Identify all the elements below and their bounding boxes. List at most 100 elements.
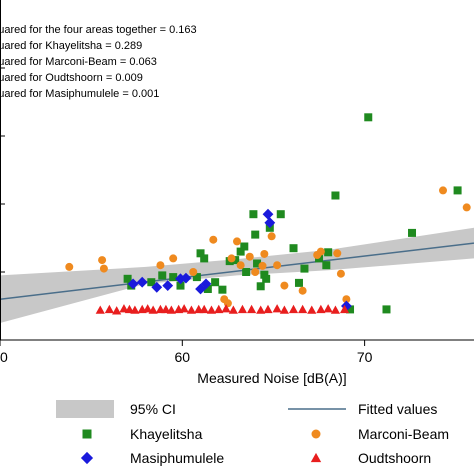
data-point — [231, 256, 240, 265]
data-point — [294, 278, 303, 287]
data-point — [148, 305, 158, 314]
ci-band — [0, 227, 474, 323]
data-point — [272, 304, 282, 313]
data-point — [65, 262, 74, 271]
data-point — [289, 244, 298, 253]
data-point — [143, 304, 153, 313]
data-point — [147, 278, 156, 287]
series-marconi-beam — [65, 186, 471, 308]
data-point — [176, 281, 185, 290]
data-point — [439, 186, 448, 195]
r-squared-annotation: R-squared for Oudtshoorn = 0.009 — [0, 72, 143, 84]
plot-area — [0, 0, 474, 341]
data-point — [236, 247, 245, 256]
data-point — [211, 278, 220, 287]
data-point — [276, 210, 285, 219]
r-squared-annotation: R-squared for the four areas together = … — [0, 24, 197, 36]
data-point — [453, 186, 462, 195]
data-point — [249, 210, 258, 219]
data-point — [95, 305, 105, 314]
data-point — [192, 273, 201, 282]
legend-marconi-beam-label: Marconi-Beam — [358, 426, 449, 442]
legend-masiphumulele-marker — [80, 451, 94, 465]
data-point — [246, 304, 257, 314]
data-point — [298, 304, 308, 314]
data-point — [262, 208, 274, 220]
data-point — [333, 249, 342, 258]
data-point — [236, 261, 245, 270]
data-point — [196, 249, 205, 258]
data-point — [227, 254, 236, 263]
data-point — [256, 305, 266, 314]
data-point — [228, 305, 238, 314]
data-point — [162, 280, 174, 291]
data-point — [258, 261, 267, 270]
data-point — [273, 261, 282, 270]
data-point — [342, 295, 351, 304]
data-point — [262, 274, 271, 283]
data-point — [322, 261, 331, 270]
data-point — [209, 235, 218, 244]
r-squared-annotation: R-squared for Marconi-Beam = 0.063 — [0, 56, 157, 68]
data-point — [136, 276, 148, 288]
data-point — [186, 305, 197, 314]
x-axis-title: Measured Noise [dB(A)] — [197, 370, 346, 386]
data-point — [264, 217, 276, 229]
legend-oudtshoorn-label: Oudtshoorn — [358, 450, 431, 466]
r-squared-annotation: R-squared for Masiphumulele = 0.001 — [0, 88, 159, 100]
data-point — [104, 304, 114, 314]
data-point — [158, 271, 167, 280]
legend-khayelitsha-label: Khayelitsha — [130, 426, 203, 442]
data-point — [99, 264, 108, 273]
data-point — [179, 304, 189, 313]
data-point — [200, 278, 212, 290]
data-point — [279, 305, 289, 314]
x-tick-label: 60 — [175, 349, 191, 365]
data-point — [267, 232, 276, 241]
data-point — [189, 268, 198, 276]
data-point — [199, 304, 209, 314]
data-point — [331, 191, 340, 200]
data-point — [280, 281, 289, 290]
data-point — [288, 304, 299, 314]
legend-marconi-beam-marker — [311, 429, 321, 439]
data-point — [316, 247, 325, 256]
data-point — [346, 305, 355, 314]
data-point — [298, 286, 307, 295]
data-point — [330, 305, 341, 314]
data-point — [240, 242, 249, 251]
data-point — [253, 259, 262, 268]
x-tick-label: 70 — [357, 349, 373, 365]
data-point — [251, 230, 260, 239]
data-points — [65, 113, 471, 315]
legend-masiphumulele-label: Masiphumulele — [130, 450, 224, 466]
r-squared-annotation: R-squared for Khayelitsha = 0.289 — [0, 40, 142, 52]
data-point — [260, 249, 269, 258]
data-point — [127, 278, 139, 290]
data-point — [339, 304, 350, 314]
data-point — [195, 283, 206, 295]
data-point — [324, 248, 333, 257]
data-point — [323, 304, 333, 313]
fitted-line — [0, 242, 474, 300]
data-point — [237, 304, 248, 314]
data-point — [130, 305, 140, 314]
data-point — [233, 237, 241, 246]
data-point — [218, 285, 227, 294]
data-point — [316, 304, 326, 314]
data-point — [161, 304, 171, 314]
data-point — [256, 282, 265, 291]
legend-khayelitsha-marker — [82, 429, 92, 439]
data-point — [364, 113, 373, 122]
data-point — [263, 304, 273, 314]
legend: 95% CI Fitted values Khayelitsha Marconi-Be… — [56, 400, 449, 466]
data-point — [214, 304, 224, 314]
data-point — [112, 306, 122, 315]
data-point — [124, 304, 135, 314]
series-oudtshoorn — [95, 304, 350, 315]
data-point — [242, 268, 251, 276]
data-point — [251, 268, 260, 276]
data-point — [156, 261, 165, 270]
